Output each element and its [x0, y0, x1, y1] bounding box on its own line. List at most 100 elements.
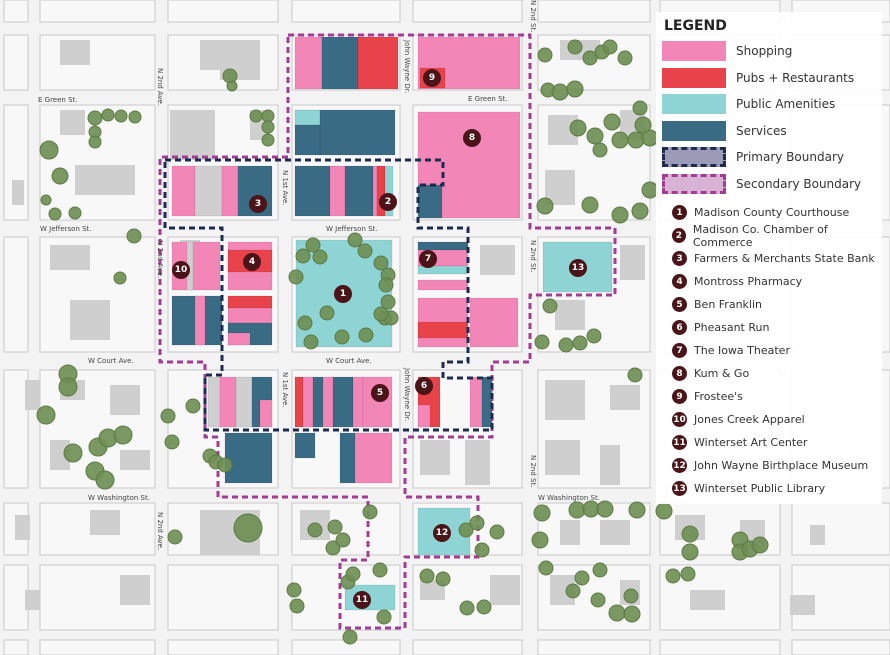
tree-icon: [627, 131, 645, 149]
place-markers: 1 2 3 4 5 6 7 8 9 10 11 12 13: [172, 69, 587, 609]
place-number-badge: 13: [672, 481, 687, 496]
place-label: Pheasant Run: [694, 321, 770, 334]
marker-3[interactable]: 3: [249, 195, 267, 213]
legend-swatch: [662, 41, 726, 62]
tree-icon: [623, 605, 641, 623]
legend-swatch: [662, 94, 726, 115]
marker-9[interactable]: 9: [423, 69, 441, 87]
tree-icon: [602, 39, 618, 55]
building: [810, 525, 825, 545]
svg-text:10: 10: [175, 265, 188, 275]
parcel-services: [294, 432, 316, 459]
street-label-john-wayne: John Wayne Dr.: [403, 367, 411, 421]
legend-swatch: [662, 67, 726, 88]
city-block: [291, 0, 401, 23]
legend-place: 11 Winterset Art Center: [662, 431, 876, 454]
place-number-badge: 5: [672, 297, 687, 312]
city-block: [412, 639, 523, 655]
legend-place: 9 Frostee's: [662, 385, 876, 408]
street-labels: E Green St. E Green St. W Jefferson St. …: [38, 0, 600, 550]
legend-place: 13 Winterset Public Library: [662, 477, 876, 500]
marker-7[interactable]: 7: [419, 250, 437, 268]
marker-10[interactable]: 10: [172, 261, 190, 279]
tree-icon: [217, 457, 233, 473]
place-number-badge: 1: [672, 205, 687, 220]
parcel-services: [319, 109, 396, 156]
legend-place: 1 Madison County Courthouse: [662, 201, 876, 224]
city-block: [167, 639, 279, 655]
legend-title: LEGEND: [664, 18, 727, 34]
building: [15, 515, 30, 540]
parcel-services: [294, 124, 321, 156]
legend-label: Secondary Boundary: [736, 176, 862, 191]
svg-text:8: 8: [469, 133, 475, 143]
building: [110, 385, 140, 415]
legend-item: Services: [662, 118, 876, 145]
legend-place: 3 Farmers & Merchants State Bank: [662, 247, 876, 270]
marker-5[interactable]: 5: [371, 384, 389, 402]
building: [490, 575, 520, 605]
parcel-shopping: [194, 295, 206, 346]
marker-6[interactable]: 6: [415, 377, 433, 395]
marker-1[interactable]: 1: [334, 285, 352, 303]
place-number-badge: 8: [672, 366, 687, 381]
tree-icon: [581, 196, 599, 214]
parcel-building: [235, 376, 253, 428]
city-block: [39, 639, 156, 655]
place-number-badge: 7: [672, 343, 687, 358]
tree-icon: [558, 337, 574, 353]
place-number-badge: 2: [672, 228, 686, 243]
tree-icon: [286, 582, 302, 598]
tree-icon: [538, 560, 554, 576]
tree-icon: [288, 269, 304, 285]
marker-8[interactable]: 8: [463, 129, 481, 147]
parcel-building: [207, 376, 221, 428]
svg-text:3: 3: [255, 199, 261, 209]
building: [560, 520, 580, 545]
building: [60, 110, 85, 135]
tree-icon: [489, 524, 505, 540]
parcel-services: [417, 241, 469, 251]
marker-2[interactable]: 2: [379, 193, 397, 211]
building: [480, 245, 515, 275]
tree-icon: [167, 529, 183, 545]
building: [170, 110, 215, 160]
tree-icon: [87, 110, 103, 126]
parcel-shopping: [329, 165, 346, 217]
parcel-shopping: [227, 332, 251, 346]
parcel-amenities: [384, 165, 394, 217]
building: [545, 380, 585, 420]
building: [60, 40, 90, 65]
tree-icon: [537, 47, 553, 63]
tree-icon: [572, 335, 588, 351]
tree-icon: [380, 294, 396, 310]
marker-11[interactable]: 11: [353, 591, 371, 609]
marker-4[interactable]: 4: [243, 253, 261, 271]
tree-icon: [88, 135, 102, 149]
tree-icon: [617, 50, 633, 66]
parcel-shopping: [469, 297, 519, 348]
parcel-pubs: [357, 36, 399, 90]
parcel-shopping: [302, 376, 314, 428]
parcel-shopping: [372, 165, 378, 217]
tree-icon: [623, 588, 639, 604]
parcel-shopping: [221, 165, 239, 217]
street-label-n-2nd-st: N 2nd St.: [529, 455, 537, 487]
place-label: Montross Pharmacy: [694, 275, 803, 288]
tree-icon: [533, 504, 551, 522]
tree-icon: [542, 298, 558, 314]
tree-icon: [458, 522, 474, 538]
marker-13[interactable]: 13: [569, 259, 587, 277]
building: [610, 385, 640, 410]
parcel-shopping: [227, 307, 273, 324]
place-label: Frostee's: [694, 390, 743, 403]
svg-text:6: 6: [421, 381, 427, 391]
building: [90, 510, 120, 535]
city-block: [3, 369, 29, 489]
marker-12[interactable]: 12: [433, 524, 451, 542]
city-block: [791, 639, 890, 655]
street-label-n-2nd-ave: N 2nd Ave.: [156, 512, 164, 550]
secondary-boundary: [158, 33, 617, 630]
street-label-w-jefferson: W Jefferson St.: [326, 225, 378, 233]
tree-icon: [261, 120, 275, 134]
